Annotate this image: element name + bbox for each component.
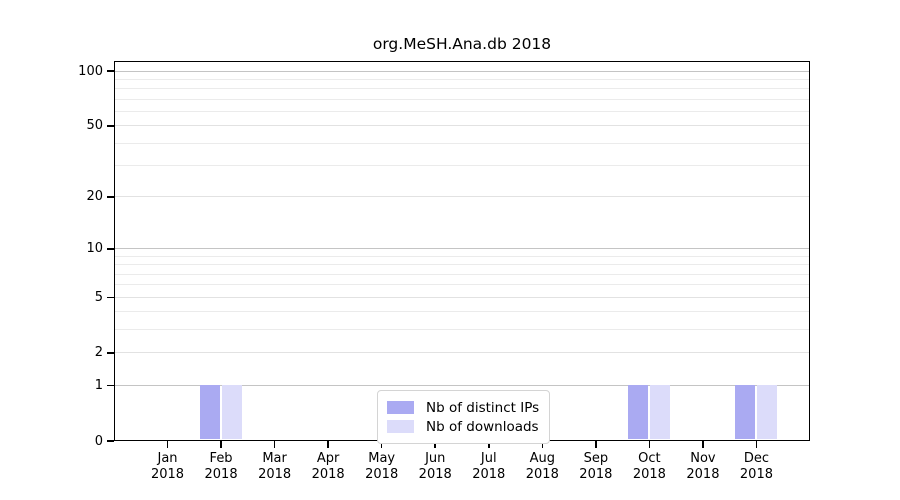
gridline-y-70 bbox=[115, 98, 809, 100]
y-tick-5 bbox=[107, 296, 114, 299]
y-tick-50 bbox=[107, 125, 114, 127]
y-tick-label-100: 100 bbox=[78, 63, 103, 79]
x-tick-Nov bbox=[702, 441, 704, 448]
x-tick-Jan bbox=[166, 441, 169, 448]
y-tick-0 bbox=[107, 440, 114, 442]
x-tick-label-Nov: Nov 2018 bbox=[686, 451, 720, 482]
legend-swatch-downloads bbox=[387, 420, 414, 433]
legend-label-distinct-ips: Nb of distinct IPs bbox=[426, 399, 540, 416]
y-tick-label-20: 20 bbox=[86, 189, 103, 205]
gridline-y-1 bbox=[115, 384, 809, 386]
gridline-y-9 bbox=[115, 255, 809, 257]
x-tick-Dec bbox=[755, 441, 758, 448]
x-tick-label-Jul: Jul 2018 bbox=[472, 451, 506, 482]
gridline-y-90 bbox=[115, 78, 809, 80]
legend-item-downloads: Nb of downloads bbox=[387, 417, 539, 436]
gridline-y-30 bbox=[115, 165, 809, 167]
legend-swatch-distinct-ips bbox=[387, 401, 414, 414]
plot-area bbox=[114, 61, 810, 441]
x-tick-label-Jan: Jan 2018 bbox=[150, 451, 185, 482]
bar-distinct-ips-Oct bbox=[627, 384, 648, 439]
y-tick-label-10: 10 bbox=[86, 241, 103, 257]
x-tick-label-May: May 2018 bbox=[365, 451, 399, 482]
legend: Nb of distinct IPs Nb of downloads bbox=[377, 390, 551, 444]
y-tick-label-1: 1 bbox=[94, 377, 103, 393]
x-tick-Feb bbox=[220, 441, 222, 448]
x-tick-label-Sep: Sep 2018 bbox=[579, 451, 613, 482]
x-tick-label-Feb: Feb 2018 bbox=[204, 451, 238, 482]
x-tick-label-Apr: Apr 2018 bbox=[311, 451, 345, 482]
gridline-y-80 bbox=[115, 88, 809, 90]
x-tick-label-Mar: Mar 2018 bbox=[258, 451, 292, 482]
x-tick-label-Aug: Aug 2018 bbox=[525, 451, 559, 482]
legend-label-downloads: Nb of downloads bbox=[426, 418, 539, 435]
x-tick-label-Oct: Oct 2018 bbox=[632, 451, 666, 482]
bar-downloads-Dec bbox=[756, 384, 777, 439]
y-tick-2 bbox=[107, 352, 114, 354]
gridline-y-20 bbox=[115, 196, 809, 198]
gridline-y-4 bbox=[115, 311, 809, 313]
gridline-y-50 bbox=[115, 125, 809, 127]
y-tick-20 bbox=[107, 196, 114, 198]
gridline-y-8 bbox=[115, 264, 809, 266]
y-tick-label-0: 0 bbox=[94, 433, 103, 449]
x-tick-Oct bbox=[648, 441, 651, 448]
x-tick-Aug bbox=[541, 441, 544, 448]
x-tick-Jul bbox=[488, 441, 490, 448]
x-tick-Sep bbox=[595, 441, 597, 448]
gridline-y-5 bbox=[115, 296, 809, 298]
chart-title: org.MeSH.Ana.db 2018 bbox=[372, 35, 552, 53]
gridline-y-40 bbox=[115, 142, 809, 144]
y-tick-10 bbox=[107, 248, 114, 250]
y-tick-100 bbox=[107, 70, 114, 72]
x-tick-label-Jun: Jun 2018 bbox=[418, 451, 452, 482]
x-tick-Jun bbox=[434, 441, 436, 448]
gridline-y-100 bbox=[115, 70, 809, 72]
gridline-y-2 bbox=[115, 352, 809, 354]
gridline-y-6 bbox=[115, 284, 809, 286]
gridline-y-60 bbox=[115, 110, 809, 112]
bar-downloads-Feb bbox=[221, 384, 242, 439]
gridline-y-10 bbox=[115, 248, 809, 250]
y-tick-1 bbox=[107, 384, 114, 387]
y-tick-label-2: 2 bbox=[94, 345, 103, 361]
gridline-y-7 bbox=[115, 273, 809, 275]
bar-distinct-ips-Dec bbox=[734, 384, 755, 439]
bar-downloads-Oct bbox=[649, 384, 670, 439]
y-tick-label-50: 50 bbox=[86, 118, 103, 134]
x-tick-label-Dec: Dec 2018 bbox=[739, 451, 773, 482]
y-tick-label-5: 5 bbox=[94, 289, 103, 305]
x-tick-Apr bbox=[327, 441, 329, 448]
legend-item-distinct-ips: Nb of distinct IPs bbox=[387, 398, 539, 417]
x-tick-May bbox=[380, 441, 383, 448]
bar-distinct-ips-Feb bbox=[199, 384, 220, 439]
x-tick-Mar bbox=[273, 441, 276, 448]
gridline-y-3 bbox=[115, 329, 809, 331]
